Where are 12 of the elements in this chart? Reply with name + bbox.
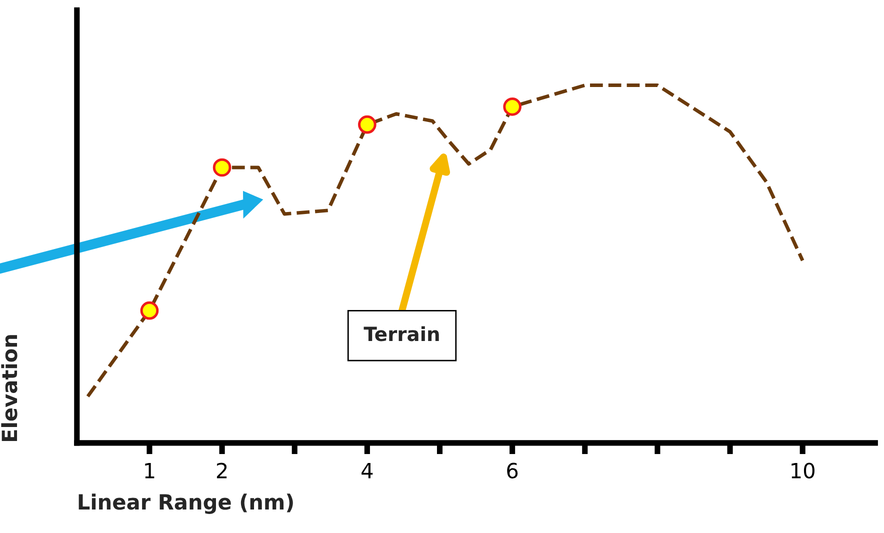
x-tick-label: 1	[145, 463, 154, 478]
x-tick-label: 4	[362, 463, 373, 478]
point	[140, 301, 159, 320]
x-axis-title: Linear Range (nm)	[78, 494, 293, 514]
annotation: Terrain	[364, 326, 439, 342]
point	[212, 158, 232, 177]
x-tick-label: 10	[792, 462, 814, 478]
point	[358, 115, 376, 134]
x-tick-label: 2	[216, 462, 227, 478]
point	[503, 98, 522, 116]
y-axis-title: Elevation	[1, 335, 18, 442]
x-tick-label: 6	[507, 462, 518, 478]
